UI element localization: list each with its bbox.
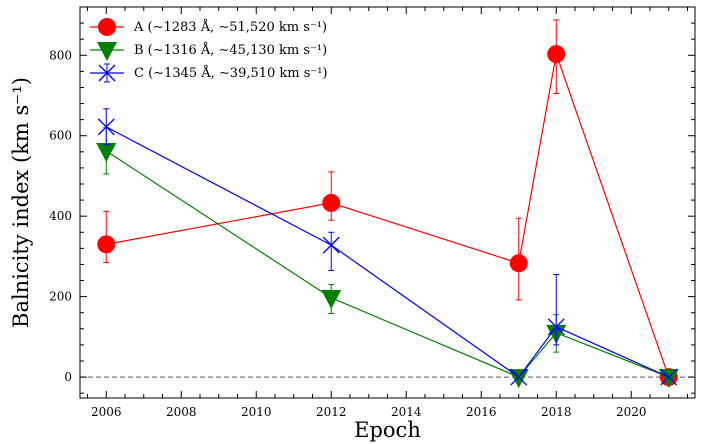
x-marker-stroke bbox=[98, 64, 116, 82]
legend-label: B (∼1316 Å, ∼45,130 km s⁻¹) bbox=[134, 42, 327, 58]
x-tick-label: 2008 bbox=[166, 405, 197, 419]
legend-label: A (∼1283 Å, ∼51,520 km s⁻¹) bbox=[133, 19, 327, 35]
x-marker-stroke bbox=[547, 318, 565, 336]
legend-marker bbox=[97, 42, 117, 61]
data-point bbox=[321, 289, 342, 309]
data-point bbox=[658, 369, 679, 389]
series-2 bbox=[96, 127, 679, 389]
series-line bbox=[105, 126, 669, 378]
legend-entry: C (∼1345 Å, ∼39,510 km s⁻¹) bbox=[90, 63, 328, 83]
legend-entry: A (∼1283 Å, ∼51,520 km s⁻¹) bbox=[90, 18, 327, 36]
x-tick-label: 2016 bbox=[466, 405, 497, 419]
x-axis-label: Epoch bbox=[354, 418, 421, 442]
legend-marker bbox=[98, 18, 116, 36]
data-point bbox=[322, 193, 341, 212]
data-point bbox=[547, 318, 565, 336]
y-tick-label: 600 bbox=[49, 129, 72, 143]
data-point bbox=[97, 118, 115, 136]
x-marker-stroke bbox=[322, 236, 340, 254]
data-point bbox=[547, 45, 566, 64]
error-bar bbox=[328, 231, 335, 271]
x-tick-label: 2010 bbox=[241, 405, 272, 419]
data-point bbox=[96, 143, 117, 163]
legend-label: C (∼1345 Å, ∼39,510 km s⁻¹) bbox=[134, 65, 328, 81]
data-point bbox=[509, 254, 528, 273]
y-tick-label: 200 bbox=[49, 290, 72, 304]
data-point bbox=[97, 235, 116, 254]
y-axis-label: Balnicity index (km s⁻¹) bbox=[9, 77, 33, 328]
plot-layer bbox=[80, 19, 695, 389]
x-marker-stroke bbox=[660, 368, 678, 386]
legend-marker bbox=[98, 64, 116, 82]
tick-layer: 2006 2008 2010 2012 2014 2016 2018 2020 0 200 400 6… bbox=[49, 6, 695, 419]
y-tick-label: 0 bbox=[64, 370, 72, 384]
x-tick-label: 2006 bbox=[91, 405, 122, 419]
x-tick-label: 2014 bbox=[391, 405, 422, 419]
x-tick-label: 2018 bbox=[541, 405, 572, 419]
y-tick-label: 400 bbox=[49, 209, 72, 223]
series-3 bbox=[97, 108, 678, 386]
x-marker-stroke bbox=[510, 368, 528, 386]
data-point bbox=[660, 368, 678, 386]
error-bar bbox=[553, 274, 560, 346]
data-point bbox=[510, 368, 528, 386]
x-tick-label: 2012 bbox=[316, 405, 347, 419]
series-line bbox=[106, 51, 670, 378]
legend: A (∼1283 Å, ∼51,520 km s⁻¹) B (∼1316 Å, ∼… bbox=[90, 18, 328, 83]
data-point bbox=[322, 236, 340, 254]
y-tick-label: 800 bbox=[49, 48, 72, 62]
series-line bbox=[105, 150, 669, 378]
x-marker-stroke bbox=[97, 118, 115, 136]
x-tick-label: 2020 bbox=[616, 405, 647, 419]
legend-entry: B (∼1316 Å, ∼45,130 km s⁻¹) bbox=[90, 42, 327, 61]
